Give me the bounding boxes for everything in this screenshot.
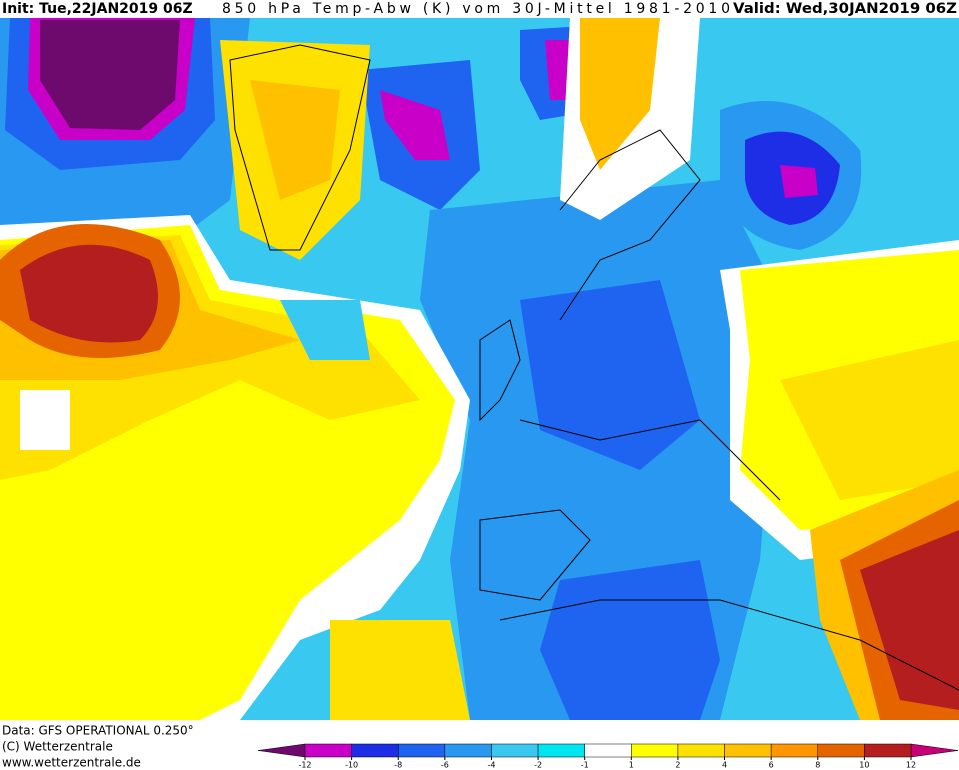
- colorbar-tick-label: -6: [441, 761, 449, 770]
- data-source: Data: GFS OPERATIONAL 0.250°: [2, 724, 194, 738]
- anomaly-area: [780, 340, 959, 500]
- colorbar-segment: [444, 743, 492, 758]
- anomaly-area: [40, 20, 180, 130]
- colorbar-segment: [631, 743, 679, 758]
- anomaly-area: [380, 90, 450, 160]
- colorbar-tick-label: -12: [298, 761, 311, 770]
- url: www.wetterzentrale.de: [2, 756, 141, 770]
- anomaly-area: [580, 18, 660, 170]
- valid-time: Valid: Wed,30JAN2019 06Z: [733, 1, 957, 17]
- colorbar-tick-label: -8: [394, 761, 402, 770]
- colorbar-segment: [817, 743, 865, 758]
- colorbar-tick-label: 6: [769, 761, 774, 770]
- colorbar-tick-label: 4: [722, 761, 727, 770]
- map: [0, 18, 959, 720]
- colorbar-segment: [304, 743, 352, 758]
- colorbar-tick-label: 8: [815, 761, 820, 770]
- coastline: [559, 129, 701, 321]
- colorbar-segment: [491, 743, 539, 758]
- anomaly-area: [780, 165, 818, 198]
- coastline: [229, 44, 371, 251]
- anomaly-area: [250, 80, 340, 200]
- colorbar-segment: [397, 743, 446, 758]
- anomaly-area: [20, 390, 70, 450]
- coastline: [479, 509, 591, 601]
- colorbar-segment: [864, 743, 912, 758]
- colorbar-tick-label: -2: [534, 761, 542, 770]
- colorbar-tick-label: -4: [487, 761, 495, 770]
- map-title: 850 hPa Temp-Abw (K) vom 30J-Mittel 1981…: [222, 1, 730, 17]
- anomaly-area: [20, 244, 158, 343]
- anomaly-area: [860, 530, 959, 710]
- colorbar-segment: [770, 743, 819, 758]
- colorbar-segment: [584, 743, 632, 758]
- anomaly-area: [540, 560, 720, 720]
- header-bar: [0, 0, 959, 18]
- copyright: (C) Wetterzentrale: [2, 740, 113, 754]
- colorbar-tick-label: 12: [906, 761, 916, 770]
- init-time: Init: Tue,22JAN2019 06Z: [2, 1, 193, 17]
- coastline: [519, 419, 781, 501]
- colorbar-tick-label: -1: [581, 761, 589, 770]
- colorbar-tick-label: 10: [859, 761, 869, 770]
- anomaly-area: [520, 280, 700, 470]
- colorbar: -12 -10 -8 -6 -4 -2 -1 1 2 4 6 8 10 12: [257, 743, 959, 770]
- coastline: [479, 319, 521, 422]
- colorbar-segment: [677, 743, 725, 758]
- colorbar-tick-label: 2: [675, 761, 680, 770]
- anomaly-area: [280, 300, 370, 360]
- coastline: [499, 599, 959, 691]
- colorbar-segment: [537, 743, 585, 758]
- colorbar-segment: [724, 743, 772, 758]
- colorbar-segment: [351, 743, 399, 758]
- anomaly-area: [330, 620, 470, 720]
- colorbar-tick-label: -10: [345, 761, 358, 770]
- colorbar-tick-label: 1: [629, 761, 634, 770]
